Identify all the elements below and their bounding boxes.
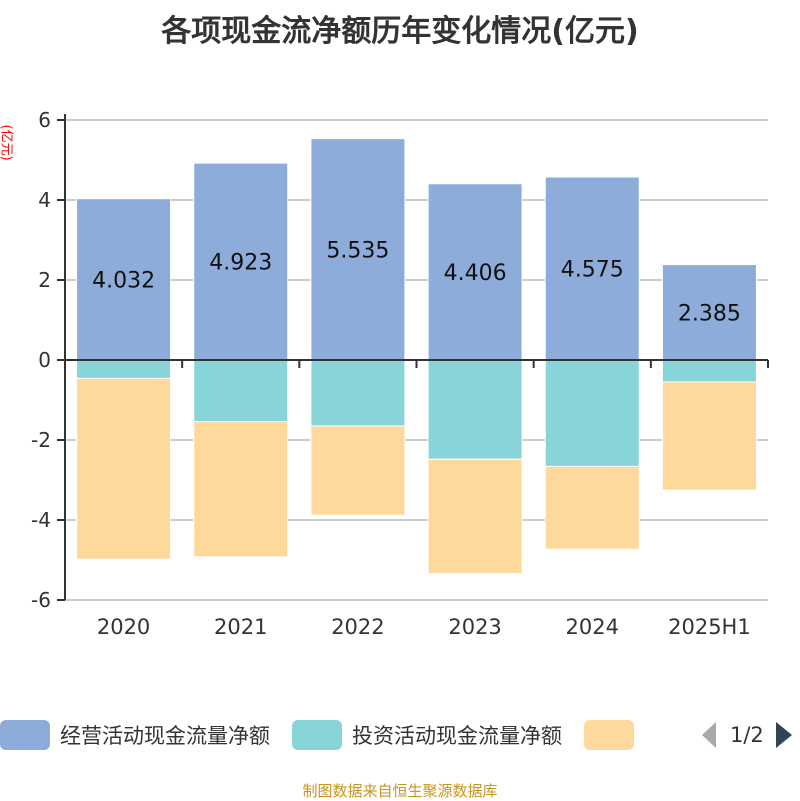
bar-3-2021 [193,421,289,558]
legend-swatch [292,720,342,750]
data-label: 4.575 [561,258,624,283]
legend-pager: 1/2 [700,718,800,752]
y-tick-label: 0 [38,348,51,372]
legend-item-investing[interactable]: 投资活动现金流量净额 [292,720,562,750]
data-label: 5.535 [326,238,389,263]
x-tick-label: 2021 [214,615,267,639]
bar-2-2023 [427,359,523,460]
x-tick-label: 2024 [566,615,619,639]
legend-swatch [0,720,50,750]
bar-2-2024 [544,359,640,467]
y-tick-label: 2 [38,268,51,292]
page-indicator: 1/2 [730,723,764,747]
data-label: 4.406 [444,261,507,286]
bar-1-2023 [427,183,523,361]
data-label: 4.032 [92,268,155,293]
y-tick-label: 4 [38,188,51,212]
prev-page-icon[interactable] [700,720,720,750]
bar-2-2025H1 [661,359,757,383]
x-tick-label: 2020 [97,615,150,639]
y-tick-label: 6 [38,108,51,132]
legend-item-third[interactable] [584,720,644,750]
legend-swatch [584,720,634,750]
bar-1-2024 [544,176,640,361]
legend-label: 投资活动现金流量净额 [352,724,562,748]
y-tick-label: -4 [31,508,51,532]
y-tick-label: -2 [31,428,51,452]
bar-3-2024 [544,465,640,550]
legend-label: 经营活动现金流量净额 [60,724,270,748]
bar-1-2020 [76,198,172,361]
bar-3-2020 [76,377,172,560]
y-tick-label: -6 [31,588,51,612]
bar-3-2022 [310,425,406,516]
bar-3-2025H1 [661,381,757,491]
legend: 经营活动现金流量净额 投资活动现金流量净额 [0,718,666,752]
x-tick-label: 2023 [448,615,501,639]
x-tick-label: 2022 [331,615,384,639]
bar-2-2021 [193,359,289,423]
legend-item-operating[interactable]: 经营活动现金流量净额 [0,720,270,750]
bar-1-2025H1 [661,264,757,361]
next-page-icon[interactable] [774,720,794,750]
x-tick-label: 2025H1 [668,615,751,639]
bar-2-2020 [76,359,172,379]
bar-3-2023 [427,458,523,575]
data-label: 4.923 [209,251,272,276]
source-note: 制图数据来自恒生聚源数据库 [302,782,498,800]
bar-2-2022 [310,359,406,427]
chart-title: 各项现金流净额历年变化情况(亿元) [161,14,639,49]
chart: 6 4 2 0 -2 -4 -6 4.032 2020 4.923 2021 5.535 2022 4.4… [31,108,769,639]
data-label: 2.385 [678,301,741,326]
